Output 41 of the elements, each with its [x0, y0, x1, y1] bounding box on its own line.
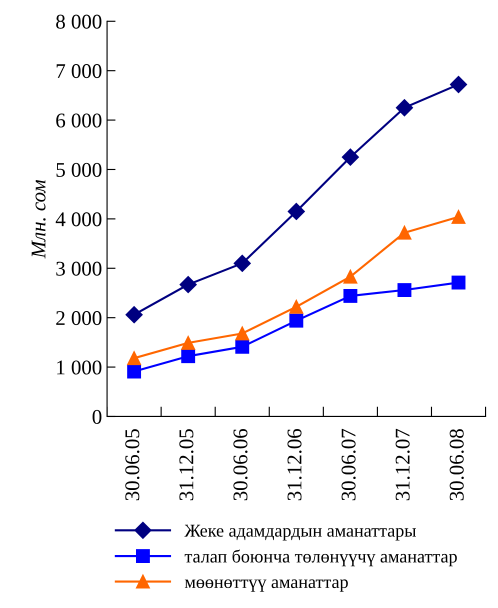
point — [398, 283, 412, 297]
y-tick-label: 0 — [92, 410, 102, 424]
point — [396, 99, 413, 116]
point — [235, 340, 250, 354]
y-tick-label: 5 000 — [56, 162, 102, 177]
y-tick-label: 6 000 — [56, 113, 102, 128]
y-tick-label: 3 000 — [56, 262, 102, 276]
x-tick-label: 30.06.05 — [125, 429, 140, 500]
x-tick-label: 31.12.05 — [179, 429, 194, 500]
point — [450, 76, 468, 94]
point — [343, 270, 358, 284]
point — [127, 351, 142, 366]
x-tick-label: 30.06.07 — [342, 428, 356, 500]
point — [398, 226, 412, 240]
point — [342, 148, 359, 166]
y-tick-label: 1 000 — [57, 360, 102, 375]
y-tick-label: 4 000 — [56, 212, 102, 226]
y-tick-label: 8 000 — [56, 14, 102, 29]
point — [452, 210, 466, 224]
point — [181, 349, 196, 364]
legend-label: Жеке адамдардын аманаттары — [184, 524, 416, 540]
point — [180, 276, 197, 294]
point — [452, 276, 466, 290]
point — [127, 364, 142, 378]
point — [288, 202, 305, 220]
point — [289, 300, 304, 314]
point — [343, 289, 358, 303]
x-tick-label: 30.06.08 — [450, 429, 464, 500]
x-tick-label: 31.12.07 — [396, 428, 410, 500]
point — [126, 306, 143, 324]
point — [289, 314, 304, 328]
legend-label: талап боюнча төлөнүүчү аманаттар — [184, 549, 457, 566]
point — [235, 326, 250, 340]
legend-label: мөөнөттүү аманаттар — [184, 579, 348, 592]
y-tick-label: 7 000 — [56, 64, 102, 78]
x-tick-label: 30.06.06 — [233, 428, 248, 500]
point — [234, 254, 251, 272]
y-axis-title: Млн. сом — [32, 180, 46, 259]
y-tick-label: 2 000 — [56, 311, 102, 326]
x-tick-label: 31.12.06 — [287, 428, 302, 500]
point — [181, 336, 196, 350]
